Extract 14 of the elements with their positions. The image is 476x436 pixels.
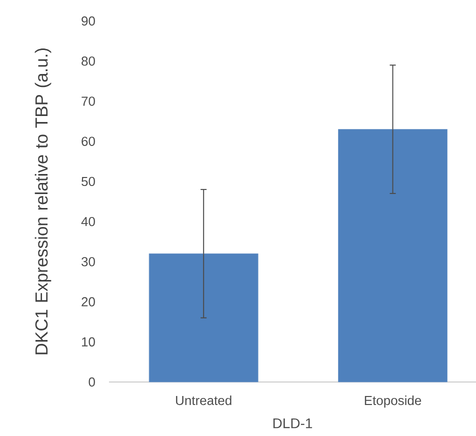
y-axis-title: DKC1 Expression relative to TBP (a.u.) [34,48,52,354]
y-tick-label: 90 [82,16,95,26]
y-tick-label: 30 [82,257,95,266]
y-tick-label: 10 [82,337,95,346]
x-tick-label: Untreated [176,396,232,406]
y-tick-label: 0 [88,377,95,387]
y-tick-label: 80 [82,56,95,66]
y-tick-label: 20 [82,297,95,306]
y-tick-label: 70 [82,96,95,106]
y-tick-label: 60 [82,136,95,146]
y-tick-label: 40 [81,216,95,226]
x-tick-label: Etoposide [364,396,422,408]
y-tick-label: 50 [82,176,95,186]
x-axis-title: DLD-1 [273,418,312,428]
